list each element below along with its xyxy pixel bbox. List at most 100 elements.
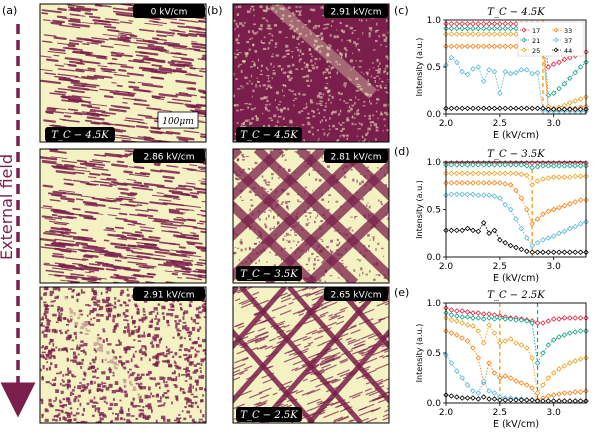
data-point — [480, 378, 487, 384]
data-point — [561, 202, 568, 209]
data-point — [502, 239, 508, 246]
data-point — [470, 162, 476, 168]
data-point — [502, 105, 508, 112]
data-point — [577, 64, 584, 70]
data-point — [475, 328, 482, 334]
data-point — [448, 307, 455, 313]
data-point — [577, 173, 584, 180]
data-point — [470, 66, 476, 72]
data-point — [470, 105, 476, 112]
data-point — [464, 395, 471, 401]
data-point — [550, 316, 557, 322]
data-point — [550, 249, 557, 256]
data-point — [507, 397, 514, 403]
data-point — [567, 249, 573, 256]
data-point — [448, 317, 455, 323]
data-point — [502, 20, 508, 27]
data-point — [486, 162, 492, 168]
data-point — [491, 170, 498, 177]
data-point — [561, 398, 568, 404]
data-point — [518, 171, 525, 178]
panel-label-b: (b) — [207, 4, 223, 17]
y-tick-label: 0.0 — [427, 110, 442, 120]
series-21 — [443, 162, 589, 171]
data-point — [524, 172, 530, 179]
data-point — [513, 31, 519, 37]
data-point — [507, 25, 514, 32]
data-point — [524, 206, 530, 213]
domain-image — [232, 3, 390, 143]
data-point — [497, 397, 503, 403]
data-point — [459, 335, 465, 341]
data-point — [497, 170, 503, 177]
data-point — [550, 174, 557, 180]
data-point — [556, 163, 562, 169]
image-b3-overlay: 2.65 kV/cm T_C − 2.5K — [236, 287, 388, 422]
x-tick-label: 3.0 — [547, 408, 562, 418]
data-point — [475, 355, 482, 361]
data-point — [529, 182, 535, 188]
data-point — [480, 25, 487, 32]
data-point — [507, 206, 514, 213]
data-point — [448, 393, 455, 399]
data-point — [464, 322, 471, 328]
y-axis-label: Intensity (a.u.) — [415, 38, 424, 97]
data-point — [459, 25, 465, 32]
data-point — [448, 312, 455, 318]
data-point — [545, 175, 552, 181]
data-point — [475, 390, 482, 396]
data-point — [572, 223, 578, 230]
data-point — [513, 20, 519, 27]
data-point — [486, 388, 492, 394]
data-point — [507, 162, 514, 168]
data-point — [518, 246, 525, 253]
data-point — [480, 162, 487, 168]
data-point — [577, 398, 584, 404]
data-point — [497, 180, 503, 186]
data-point — [491, 162, 498, 168]
data-point — [502, 68, 508, 75]
data-point — [464, 191, 471, 198]
y-tick-label: 0.0 — [427, 253, 442, 263]
x-tick-label: 3.0 — [547, 262, 562, 272]
data-point — [513, 244, 519, 251]
data-point — [454, 308, 460, 314]
data-point — [502, 170, 508, 177]
data-point — [470, 227, 476, 234]
data-point — [524, 318, 530, 324]
data-point — [556, 249, 562, 256]
data-point — [545, 318, 552, 324]
data-point — [545, 208, 552, 215]
data-point — [534, 216, 541, 222]
data-point — [529, 160, 535, 166]
data-point — [486, 170, 492, 177]
data-point — [470, 31, 476, 37]
series-25 — [443, 31, 589, 112]
series-37 — [443, 352, 589, 404]
data-point — [464, 225, 471, 232]
data-point — [577, 96, 584, 102]
data-point — [480, 78, 487, 84]
data-point — [502, 25, 508, 32]
data-point — [475, 20, 482, 27]
data-point — [567, 163, 573, 169]
data-point — [497, 43, 503, 50]
data-point — [459, 375, 465, 381]
data-point — [518, 195, 525, 201]
data-point — [470, 310, 476, 316]
data-point — [524, 345, 530, 351]
data-point — [475, 64, 482, 70]
data-point — [475, 25, 482, 32]
data-point — [534, 360, 541, 366]
data-point — [491, 105, 498, 112]
data-point — [497, 20, 503, 27]
data-point — [448, 31, 455, 37]
y-tick-label: 0.0 — [427, 399, 442, 409]
data-point — [540, 320, 546, 326]
data-point — [486, 315, 492, 321]
data-point — [524, 248, 530, 255]
external-field-label: External field — [0, 154, 16, 260]
data-point — [507, 242, 514, 249]
data-point — [572, 398, 578, 404]
data-point — [561, 228, 568, 235]
